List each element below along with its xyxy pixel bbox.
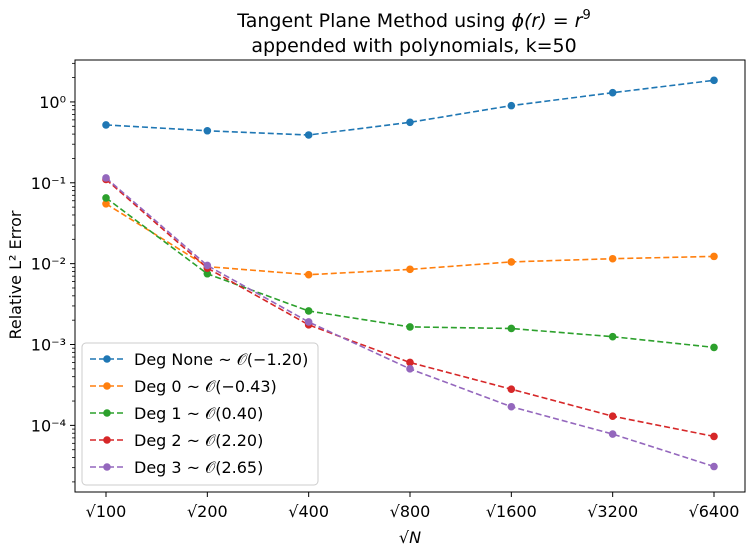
data-point <box>304 307 313 315</box>
data-point <box>406 358 414 367</box>
plot-area: √100 √200 √400 √800 √1600 √3200 √6400 10⁰ 10⁻¹ 10… <box>31 59 746 521</box>
legend-label: Deg 0 ~ 𝒪(−0.43) <box>134 377 277 396</box>
legend-marker <box>103 436 111 444</box>
x-tick-label: √800 <box>390 502 431 521</box>
y-tick-label: 10⁻² <box>31 255 66 274</box>
data-point <box>507 258 516 266</box>
data-point <box>102 199 110 208</box>
series-line-1 <box>105 203 715 276</box>
chart-title-line1: Tangent Plane Method using ϕ(r) = r9 <box>236 8 591 32</box>
y-tick-label: 10⁻⁴ <box>31 416 66 435</box>
data-point <box>608 412 617 420</box>
x-tick-label: √100 <box>86 502 127 521</box>
data-point <box>406 118 414 127</box>
y-tick-label: 10⁻¹ <box>31 174 66 193</box>
y-tick-label: 10⁻³ <box>31 336 66 355</box>
legend-marker <box>103 355 111 363</box>
legend-label: Deg 1 ~ 𝒪(0.40) <box>134 404 263 423</box>
y-axis-label: Relative L² Error <box>6 210 25 339</box>
y-tick-label: 10⁰ <box>39 93 66 112</box>
data-point <box>608 88 617 97</box>
x-tick-label: √1600 <box>486 502 537 521</box>
data-point <box>710 462 718 471</box>
x-tick-label: √400 <box>288 502 329 521</box>
data-point <box>406 365 414 373</box>
data-point <box>102 194 110 202</box>
legend-label: Deg 3 ~ 𝒪(2.65) <box>134 458 263 477</box>
data-point <box>304 131 313 139</box>
data-point <box>507 101 516 110</box>
data-point <box>203 126 212 135</box>
data-point <box>608 430 617 438</box>
legend-marker <box>103 382 111 390</box>
data-point <box>102 174 110 182</box>
legend-label: Deg None ~ 𝒪(−1.20) <box>134 350 308 369</box>
legend-box <box>81 342 319 486</box>
series-line-0 <box>105 79 715 136</box>
data-point <box>304 318 313 326</box>
data-point <box>608 254 617 263</box>
data-point <box>203 269 212 278</box>
data-point <box>406 323 414 331</box>
x-tick-label: √200 <box>187 502 228 521</box>
legend-label: Deg 2 ~ 𝒪(2.20) <box>134 431 263 450</box>
x-axis-label: √N <box>399 528 421 547</box>
data-point <box>304 270 313 279</box>
data-point <box>203 261 212 270</box>
data-point <box>406 265 414 274</box>
data-point <box>507 402 516 411</box>
legend-marker <box>103 409 111 417</box>
data-point <box>507 324 516 333</box>
data-point <box>710 343 718 352</box>
legend-marker <box>103 463 111 471</box>
data-point <box>710 432 718 441</box>
legend: Deg None ~ 𝒪(−1.20) Deg 0 ~ 𝒪(−0.43) Deg 1… <box>81 342 319 486</box>
data-point <box>102 121 110 129</box>
data-point <box>710 252 718 261</box>
chart-title-line2: appended with polynomials, k=50 <box>251 35 576 57</box>
x-tick-label: √3200 <box>587 502 638 521</box>
data-point <box>608 332 617 341</box>
data-point <box>710 76 718 85</box>
x-tick-label: √6400 <box>689 502 740 521</box>
data-point <box>507 385 516 394</box>
